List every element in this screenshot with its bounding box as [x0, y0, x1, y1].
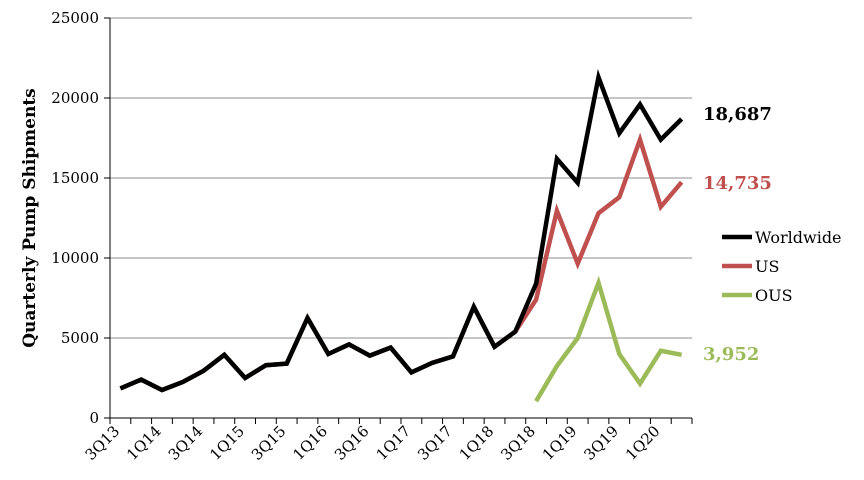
- series-lines: [119, 68, 684, 403]
- series-line-us: [119, 132, 684, 393]
- y-tick-label: 5000: [61, 329, 99, 347]
- x-tick-labels: 3Q13 1Q14 3Q14 1Q15 3Q15 1Q16 3Q16 1Q17 3Q17 1Q18…: [82, 422, 664, 464]
- y-tick-label: 20000: [51, 89, 99, 107]
- legend-label-us: US: [755, 257, 779, 276]
- x-tick-label: 3Q19: [580, 422, 622, 464]
- end-label-us: 14,735: [703, 173, 772, 194]
- end-label-ous: 3,952: [703, 344, 759, 365]
- x-tick-label: 3Q17: [414, 422, 456, 464]
- x-tick-label: 3Q15: [248, 422, 290, 464]
- end-label-worldwide: 18,687: [703, 104, 772, 125]
- axes: [104, 17, 693, 424]
- series-line-ous: [534, 275, 683, 403]
- y-tick-label: 25000: [51, 9, 99, 27]
- gridlines: [110, 17, 692, 339]
- series-line-worldwide: [119, 68, 684, 393]
- end-labels: 18,687 14,735 3,952: [703, 104, 772, 365]
- x-tick-label: 3Q14: [165, 422, 207, 464]
- legend-label-worldwide: Worldwide: [755, 228, 842, 247]
- y-tick-labels: 0 5000 10000 15000 20000 25000: [51, 9, 99, 427]
- y-tick-label: 15000: [51, 169, 99, 187]
- y-tick-label: 0: [89, 409, 99, 427]
- x-tick-label: 1Q14: [123, 422, 165, 464]
- x-tick-label: 1Q18: [456, 422, 498, 464]
- y-tick-label: 10000: [51, 249, 99, 267]
- x-tick-label: 1Q17: [373, 422, 415, 464]
- legend: Worldwide US OUS: [722, 228, 842, 305]
- x-tick-label: 1Q15: [206, 422, 248, 464]
- legend-label-ous: OUS: [755, 286, 793, 305]
- x-tick-label: 3Q13: [82, 422, 124, 464]
- x-tick-label: 1Q19: [539, 422, 581, 464]
- x-tick-label: 1Q20: [622, 422, 664, 464]
- x-tick-label: 3Q18: [497, 422, 539, 464]
- x-tick-label: 1Q16: [289, 422, 331, 464]
- x-tick-label: 3Q16: [331, 422, 373, 464]
- y-axis-label: Quarterly Pump Shipments: [20, 88, 40, 348]
